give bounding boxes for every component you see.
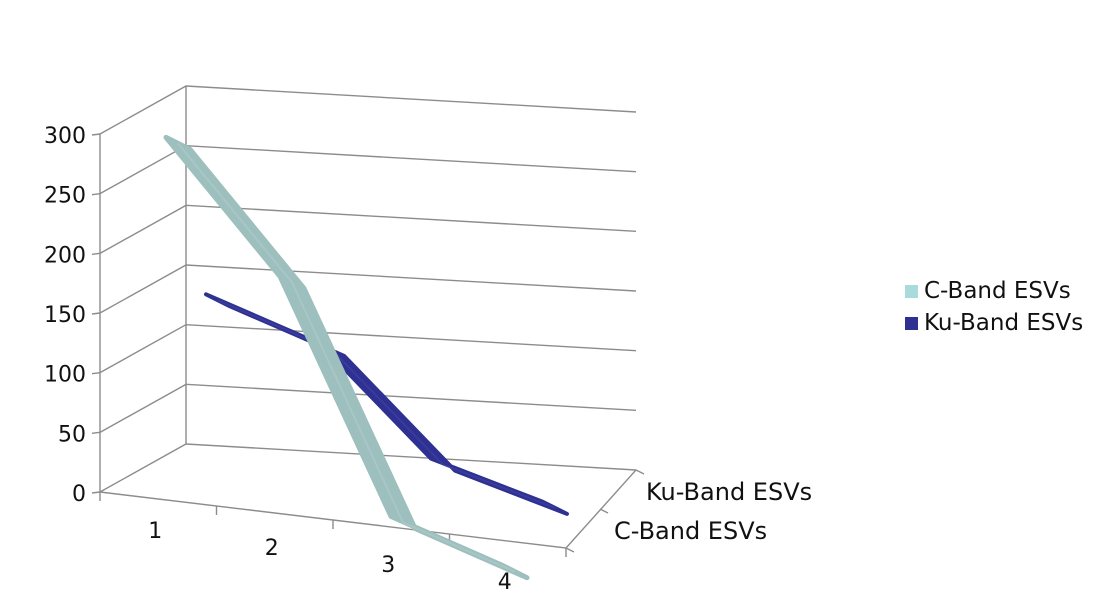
y-tick-label: 250 <box>44 184 86 209</box>
legend-item-ku-band: Ku-Band ESVs <box>905 308 1083 338</box>
gridline <box>99 323 637 374</box>
legend-label-ku-band: Ku-Band ESVs <box>924 310 1084 336</box>
depth-tick-mark <box>635 469 645 475</box>
y-tick-label: 150 <box>44 303 86 328</box>
y-tick-label: 200 <box>44 243 86 268</box>
series-ku-band-highlight <box>217 299 556 509</box>
legend: C-Band ESVs Ku-Band ESVs <box>905 276 1083 340</box>
legend-swatch-ku-band <box>905 316 918 330</box>
y-tick-mark <box>91 431 101 435</box>
x-tick-label: 3 <box>381 553 395 578</box>
y-tick-mark <box>91 252 101 256</box>
x-tick-label: 4 <box>498 570 512 595</box>
x-tick-label: 1 <box>148 519 162 544</box>
y-tick-label: 50 <box>58 422 86 447</box>
axis-labels: 0 50 100 150 200 250 300 1 2 3 4 C-Band ESVs Ku-Band… <box>44 124 812 595</box>
gridline <box>99 204 637 254</box>
series-ku-band <box>204 292 569 516</box>
gridline <box>99 264 637 314</box>
x-tick-label: 2 <box>265 536 279 561</box>
legend-swatch-c-band <box>905 284 918 298</box>
legend-item-c-band: C-Band ESVs <box>905 276 1083 306</box>
gridline <box>99 85 637 135</box>
y-tick-label: 100 <box>44 363 86 388</box>
y-tick-label: 0 <box>72 482 86 507</box>
series-c-band <box>163 134 530 581</box>
series-layer <box>163 134 569 581</box>
depth-tick-mark <box>565 547 575 553</box>
y-tick-mark <box>91 133 101 136</box>
depth-tick-mark <box>599 508 609 514</box>
series-c-band-highlight <box>177 142 516 573</box>
y-tick-label: 300 <box>44 124 86 149</box>
depth-label-c-band: C-Band ESVs <box>614 517 767 545</box>
depth-label-ku-band: Ku-Band ESVs <box>646 478 812 506</box>
y-tick-mark <box>91 312 101 315</box>
y-tick-mark <box>91 491 101 494</box>
legend-label-c-band: C-Band ESVs <box>924 278 1071 304</box>
y-tick-mark <box>91 192 101 196</box>
chart-axes <box>91 86 645 557</box>
y-tick-mark <box>91 371 101 375</box>
